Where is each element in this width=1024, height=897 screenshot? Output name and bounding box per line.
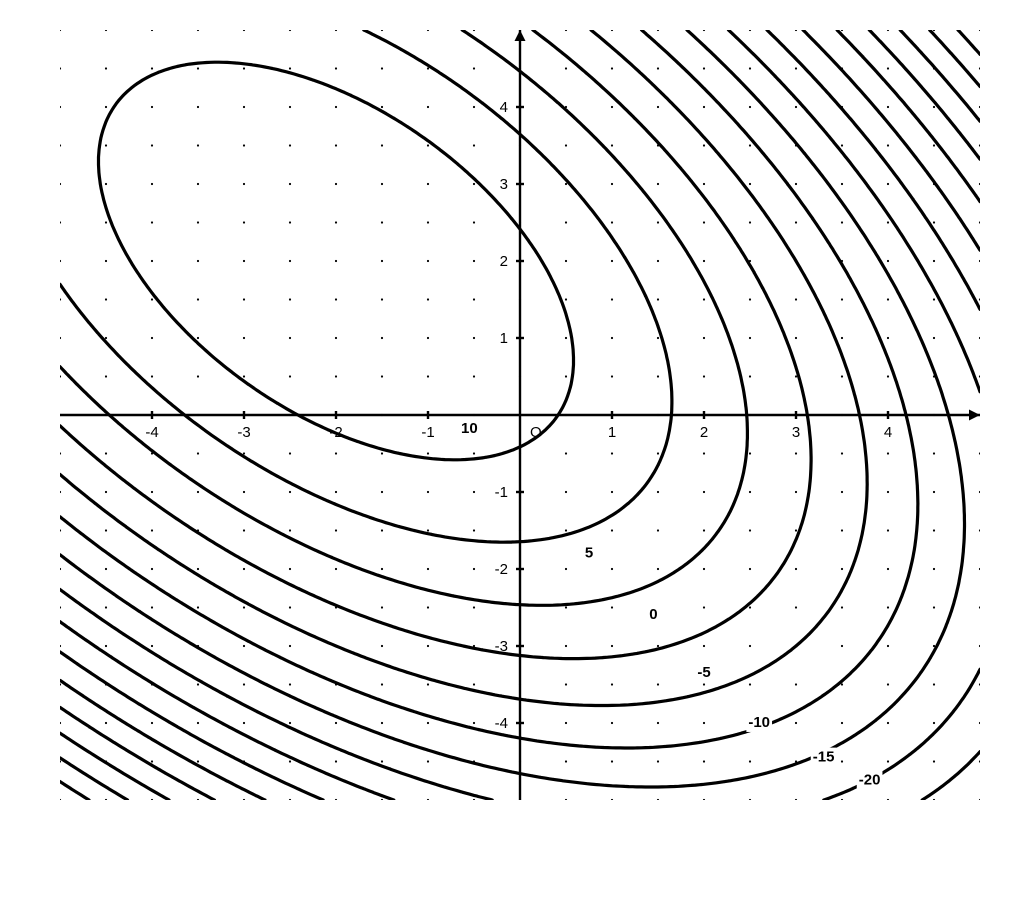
x-tick-label: -3 — [237, 424, 250, 441]
contour-label: -10 — [748, 714, 770, 731]
contour-level — [60, 30, 811, 659]
y-tick-label: -3 — [495, 638, 508, 655]
x-tick-label: -1 — [421, 424, 434, 441]
y-tick-label: 4 — [500, 99, 508, 116]
contour-level — [60, 30, 747, 605]
y-tick-label: -4 — [495, 715, 508, 732]
x-tick-label: 3 — [792, 424, 800, 441]
x-tick-label: -2 — [329, 424, 342, 441]
x-tick-label: 1 — [608, 424, 616, 441]
contour-label: -5 — [697, 664, 710, 681]
x-tick-label: 4 — [884, 424, 892, 441]
y-tick-label: 1 — [500, 330, 508, 347]
x-tick-label: 2 — [700, 424, 708, 441]
contour-plot: -4 -3 -2 -1 O 1 2 3 4 -4 -3 -2 -1 1 2 3 4 10 5 0 -5 -10 -15 -20 — [0, 0, 1024, 897]
y-tick-label: -1 — [495, 484, 508, 501]
y-tick-label: -2 — [495, 561, 508, 578]
y-tick-label: 3 — [500, 176, 508, 193]
y-tick-label: 2 — [500, 253, 508, 270]
contour-label: 5 — [585, 545, 593, 562]
contour-label: 0 — [649, 606, 657, 623]
contour-label: 10 — [461, 420, 478, 437]
contour-level — [60, 30, 965, 787]
contour-label: -15 — [813, 749, 835, 766]
x-tick-label: -4 — [145, 424, 158, 441]
y-axis-arrowhead — [515, 30, 526, 41]
contour-label: -20 — [859, 772, 881, 789]
x-axis-arrowhead — [969, 410, 980, 421]
x-tick-label: O — [530, 424, 542, 441]
